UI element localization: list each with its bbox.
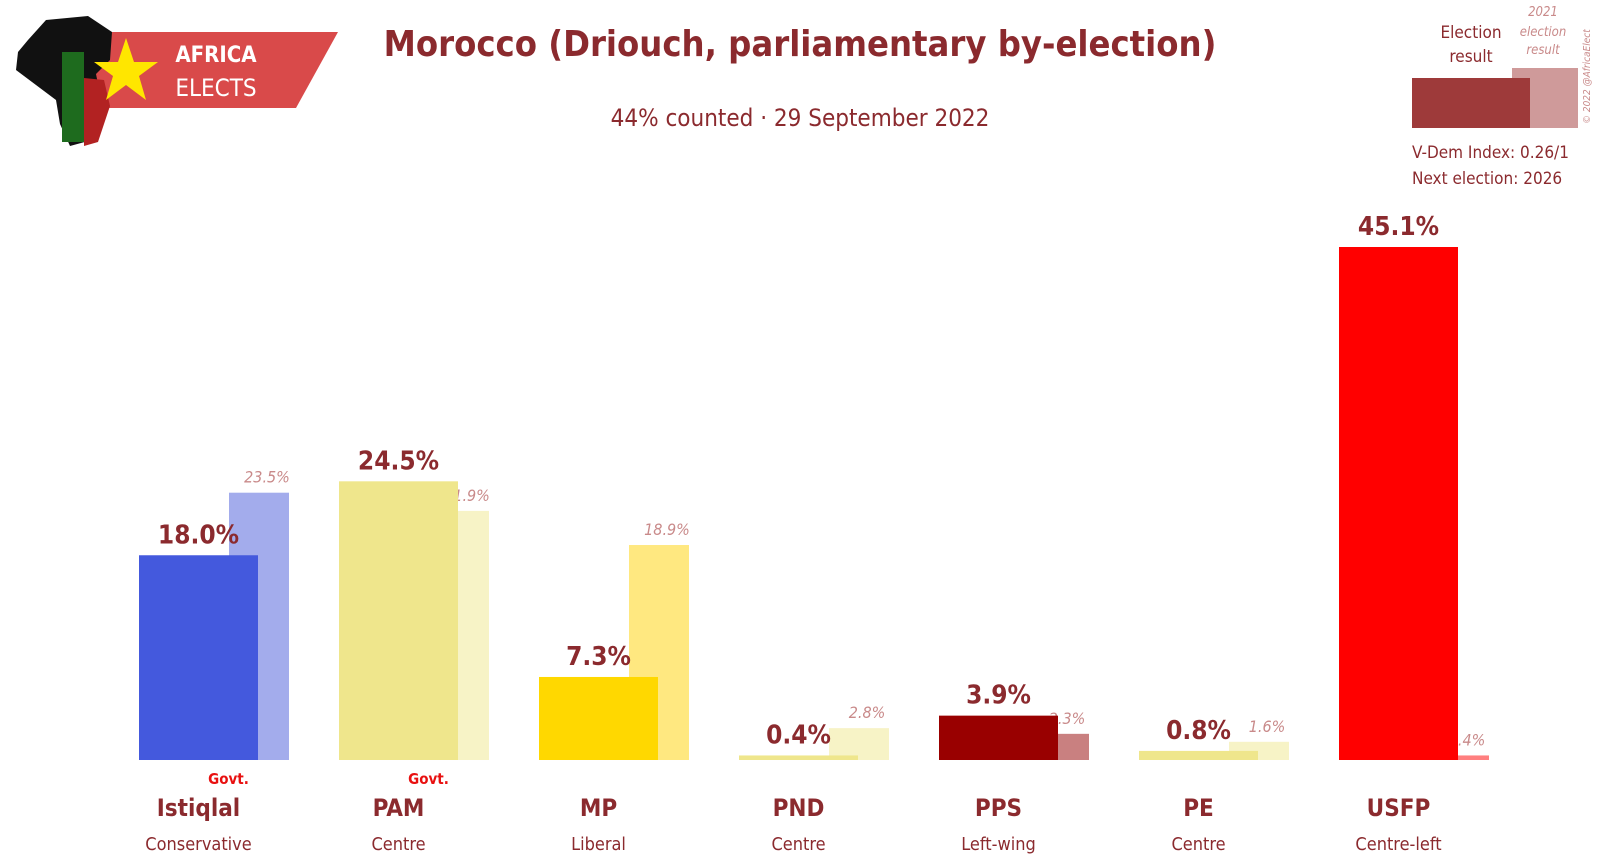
category-label-pam: PAM xyxy=(373,794,425,822)
copyright-notice: © 2022 @AfricaElect xyxy=(1582,29,1593,124)
legend-current-label-line2: result xyxy=(1449,47,1492,67)
category-descriptor-mp: Liberal xyxy=(571,834,626,855)
bar-current-pnd xyxy=(739,755,858,760)
next-election: Next election: 2026 xyxy=(1412,169,1562,189)
category-descriptor-istiqlal: Conservative xyxy=(145,834,251,855)
govt-badge-istiqlal: Govt. xyxy=(208,770,249,788)
label-current-pam: 24.5% xyxy=(358,446,439,476)
label-current-pe: 0.8% xyxy=(1166,716,1231,746)
category-label-istiqlal: Istiqlal xyxy=(157,794,240,822)
bar-current-pe xyxy=(1139,750,1258,760)
logo-green-stripe xyxy=(62,52,84,142)
bar-current-pps xyxy=(939,715,1058,760)
legend-current-swatch xyxy=(1412,78,1530,128)
vdem-index: V-Dem Index: 0.26/1 xyxy=(1412,143,1569,163)
label-2021-pe: 1.6% xyxy=(1249,717,1286,736)
govt-badge-pam: Govt. xyxy=(408,770,449,788)
legend-previous-label-line1: 2021 xyxy=(1528,5,1558,20)
legend-previous-label-line2: election xyxy=(1520,25,1566,40)
bar-current-mp xyxy=(539,676,658,760)
logo-text-africa: AFRICA xyxy=(175,43,257,68)
category-descriptor-pnd: Centre xyxy=(771,834,825,855)
legend: Election result 2021 election result V-D… xyxy=(1412,5,1578,189)
bar-2021-usfp xyxy=(1429,755,1489,760)
bar-2021-pnd xyxy=(829,728,889,760)
legend-previous-label-line3: result xyxy=(1526,43,1560,58)
legend-current-label-line1: Election xyxy=(1440,23,1501,43)
category-descriptor-pam: Centre xyxy=(371,834,425,855)
label-current-usfp: 45.1% xyxy=(1358,212,1439,242)
label-current-pnd: 0.4% xyxy=(766,720,831,750)
label-2021-istiqlal: 23.5% xyxy=(244,468,290,487)
chart-title: Morocco (Driouch, parliamentary by-elect… xyxy=(384,24,1217,65)
category-label-pnd: PND xyxy=(773,794,825,822)
label-current-pps: 3.9% xyxy=(966,681,1031,711)
label-current-mp: 7.3% xyxy=(566,642,631,672)
bar-current-usfp xyxy=(1339,247,1458,760)
label-2021-pnd: 2.8% xyxy=(849,703,886,722)
category-label-pe: PE xyxy=(1183,794,1214,822)
logo-text-elects: ELECTS xyxy=(175,74,256,102)
category-label-pps: PPS xyxy=(975,794,1022,822)
logo-banner xyxy=(92,32,338,108)
label-current-istiqlal: 18.0% xyxy=(158,520,239,550)
chart-subtitle: 44% counted · 29 September 2022 xyxy=(611,104,990,132)
category-descriptor-pe: Centre xyxy=(1171,834,1225,855)
star-icon xyxy=(94,38,158,100)
bar-current-pam xyxy=(339,481,458,760)
category-descriptor-usfp: Centre-left xyxy=(1355,834,1441,855)
bars-layer: 23.5%18.0%Govt.IstiqlalConservative21.9%… xyxy=(139,212,1489,855)
category-label-usfp: USFP xyxy=(1367,794,1431,822)
category-label-mp: MP xyxy=(580,794,617,822)
logo-red-stripe xyxy=(84,78,110,146)
bar-current-istiqlal xyxy=(139,555,258,760)
label-2021-mp: 18.9% xyxy=(644,520,690,539)
category-descriptor-pps: Left-wing xyxy=(961,834,1036,855)
africa-elects-logo: AFRICA ELECTS xyxy=(16,16,338,146)
